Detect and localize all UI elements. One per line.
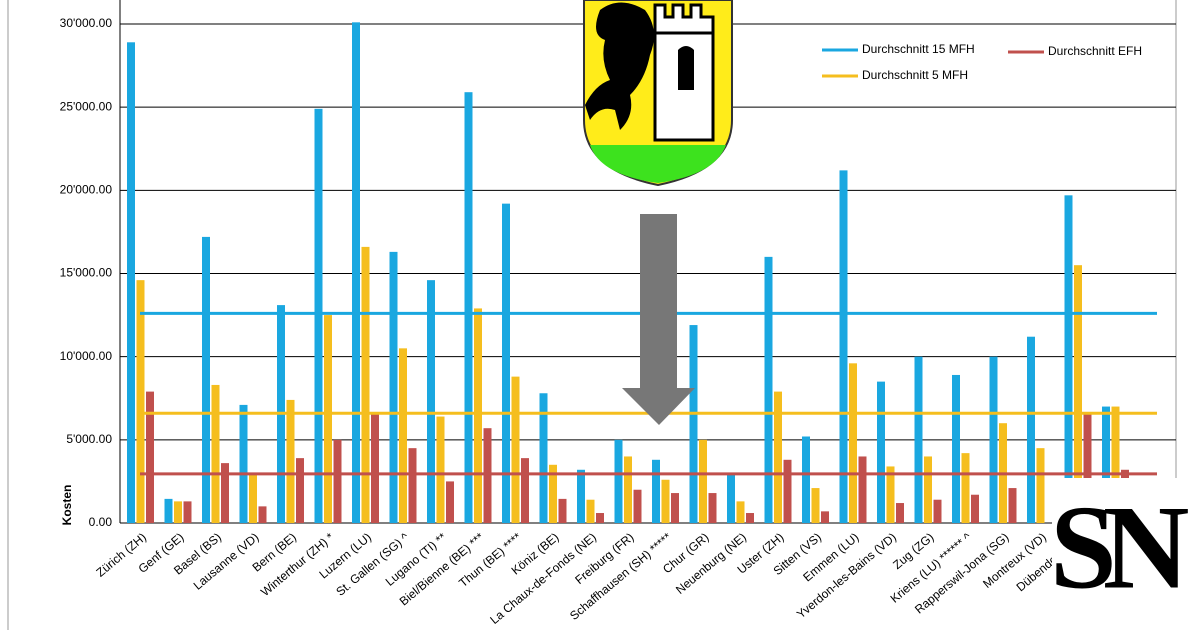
bar [989,356,998,523]
bar [408,448,417,523]
bar [136,280,145,523]
logo: SN [1050,481,1189,614]
bar [1083,413,1092,523]
bar [671,493,679,523]
bar [961,453,970,523]
bar [1027,336,1035,523]
bar [558,498,567,523]
bar [239,404,248,523]
bar [539,393,548,523]
legend-label: Durchschnitt 15 MFH [862,42,975,56]
bar [521,458,529,523]
bar [183,501,192,523]
legend-label: Durchschnitt 5 MFH [862,68,968,82]
bar [352,22,360,523]
x-tick-label: Lausanne (VD) [191,530,262,593]
bar [361,246,370,524]
bar [652,459,660,523]
bar [333,439,342,523]
bar [296,458,304,523]
bar [464,92,473,524]
bar [689,325,698,523]
bar [1064,195,1073,523]
bar [699,439,707,523]
bar [549,464,557,523]
bar [896,503,904,523]
bar [324,315,332,523]
bar [174,501,182,523]
y-tick-label: 5'000.00 [66,432,112,446]
bar [1074,265,1082,523]
bar [427,280,435,523]
bar [783,459,792,523]
bar [1102,406,1110,523]
bar [202,236,210,523]
bar [811,488,820,523]
bar [821,511,829,523]
bar [877,381,885,523]
bar [258,506,267,523]
bar [633,489,642,523]
y-tick-label: 15'000.00 [60,266,113,280]
bar [858,456,867,523]
bar [596,513,604,523]
bar [886,466,895,523]
bar [483,428,492,523]
bar [314,108,323,523]
bar [389,251,398,524]
bar [624,456,632,523]
bar [924,456,932,523]
bar [502,203,510,523]
y-tick-label: 0.00 [89,515,113,529]
bar [1008,488,1017,523]
bar [446,481,454,523]
bar [164,498,173,523]
bar [127,42,135,524]
legend-box [812,36,1152,88]
bar [286,399,295,523]
bar [586,499,595,523]
bar [1036,448,1045,523]
bar [914,356,923,523]
bar [839,170,848,523]
bar [249,473,257,523]
y-tick-label: 20'000.00 [60,183,113,197]
bar [1111,406,1120,523]
bar [774,391,782,523]
bar [474,308,482,523]
bar [708,493,717,523]
bar [746,513,754,523]
bar [952,374,960,523]
bar [577,469,585,523]
arrow [622,214,695,425]
bar [511,376,520,523]
y-tick-label: 25'000.00 [60,99,113,113]
bar [436,416,445,523]
bar [727,474,735,523]
bar [764,256,773,523]
bar [849,363,857,523]
bar [211,384,220,523]
bar [661,479,670,523]
bar [933,499,942,523]
coat-of-arms [583,0,733,187]
y-tick-label: 30'000.00 [60,16,113,30]
bar [802,436,810,523]
bar [736,501,745,523]
bar [371,413,379,523]
bar [146,391,154,523]
bar [614,439,623,523]
bar [399,348,407,523]
y-tick-label: 10'000.00 [60,349,113,363]
bar [221,463,229,523]
y-axis-label: Kosten [60,485,74,526]
legend-label: Durchschnitt EFH [1048,44,1142,58]
logo-box [1052,478,1200,630]
bar [971,494,979,523]
